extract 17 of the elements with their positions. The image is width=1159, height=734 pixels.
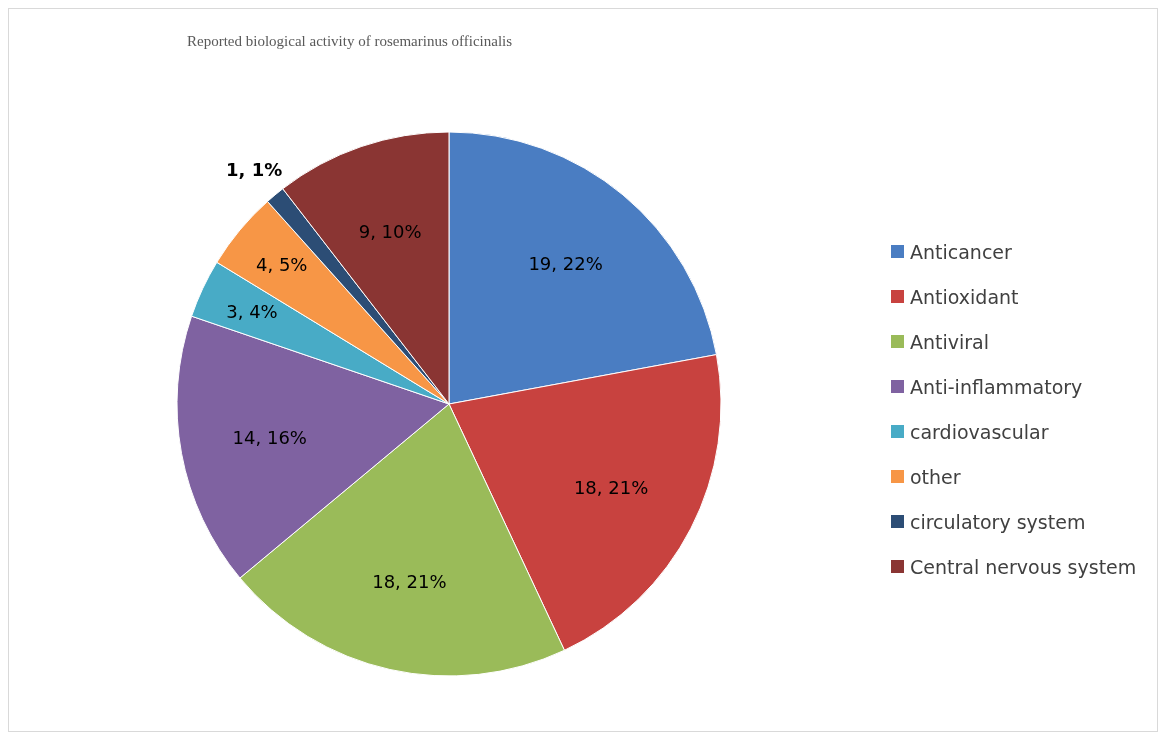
legend-label: cardiovascular (910, 420, 1049, 443)
data-label: 1, 1% (226, 159, 283, 181)
data-label: 19, 22% (528, 253, 603, 275)
data-label: 18, 21% (372, 571, 447, 593)
data-label: 14, 16% (232, 426, 307, 448)
data-label: 18, 21% (573, 476, 649, 498)
data-label: 9, 10% (358, 221, 422, 243)
legend-label: other (910, 465, 961, 488)
legend-label: circulatory system (910, 510, 1086, 533)
legend-label: Anti-inflammatory (910, 375, 1083, 398)
legend-label: Antiviral (910, 330, 990, 353)
chart-title: Reported biological activity of rosemarinus officinalis (187, 33, 513, 50)
legend-label: Central nervous system (910, 555, 1137, 578)
legend-label: Antioxidant (910, 285, 1019, 308)
data-label: 4, 5% (256, 254, 308, 276)
data-label: 3, 4% (226, 301, 278, 323)
legend-label: Anticancer (910, 240, 1012, 263)
